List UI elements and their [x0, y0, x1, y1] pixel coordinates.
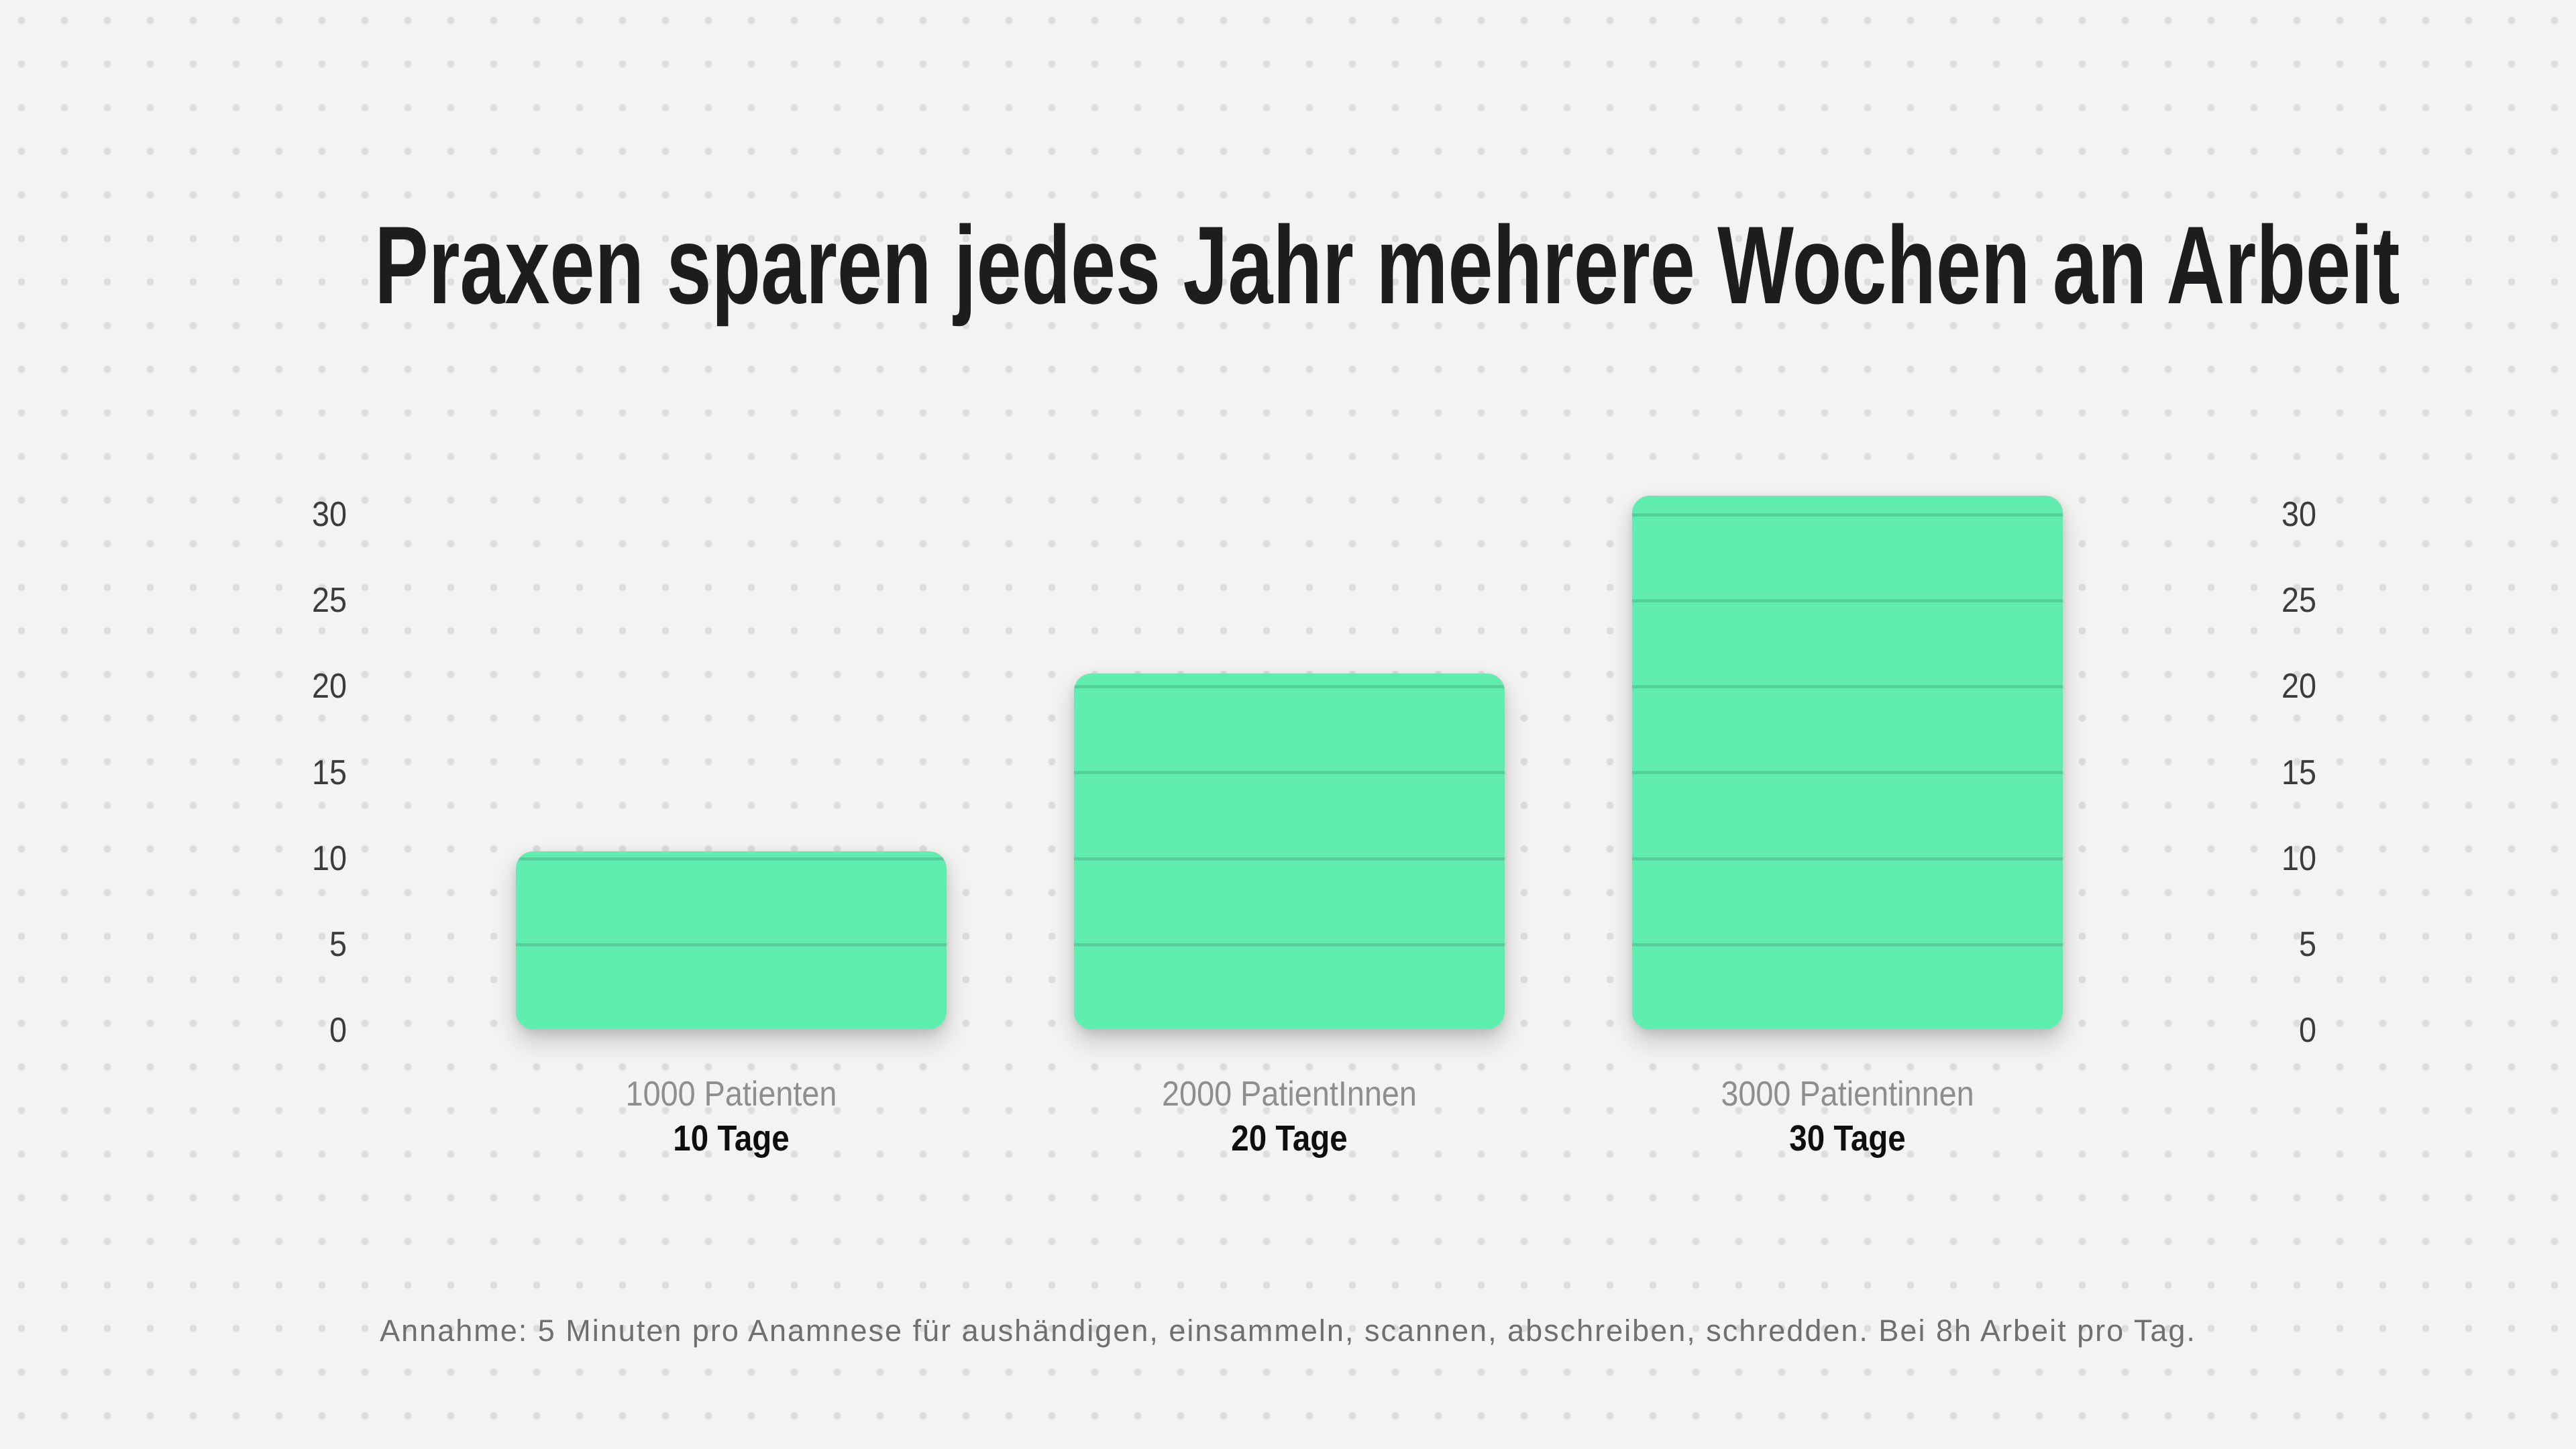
y-tick-label-right: 25	[2281, 581, 2316, 621]
bar-value-label: 20 Tage	[1231, 1118, 1348, 1159]
bar	[1074, 674, 1505, 1029]
y-tick-label-right: 15	[2281, 753, 2316, 792]
y-tick-label-left: 5	[329, 924, 347, 964]
y-tick-label-right: 10	[2281, 839, 2316, 878]
y-tick-label-right: 30	[2281, 495, 2316, 535]
bar	[516, 851, 947, 1029]
y-tick-label-right: 5	[2298, 924, 2316, 964]
y-tick-label-left: 25	[311, 581, 347, 621]
bar-value-label: 30 Tage	[1789, 1118, 1906, 1159]
y-tick-label-left: 20	[311, 667, 347, 706]
page-title: Praxen sparen jedes Jahr mehrere Wochen …	[0, 205, 2576, 325]
y-tick-label-right: 20	[2281, 667, 2316, 706]
bar-category-label: 2000 PatientInnen	[1162, 1075, 1417, 1114]
page-title-text: Praxen sparen jedes Jahr mehrere Wochen …	[374, 203, 2400, 327]
bar-value-label: 10 Tage	[673, 1118, 790, 1159]
bar-category-label: 3000 Patientinnen	[1721, 1075, 1974, 1114]
y-tick-label-left: 10	[311, 839, 347, 878]
y-tick-label-left: 30	[311, 495, 347, 535]
y-tick-label-left: 15	[311, 753, 347, 792]
bar	[1632, 496, 2063, 1029]
bar-category-label: 1000 Patienten	[625, 1075, 837, 1114]
footnote: Annahme: 5 Minuten pro Anamnese für aush…	[380, 1313, 2196, 1348]
y-tick-label-left: 0	[329, 1011, 347, 1050]
y-tick-label-right: 0	[2298, 1011, 2316, 1050]
